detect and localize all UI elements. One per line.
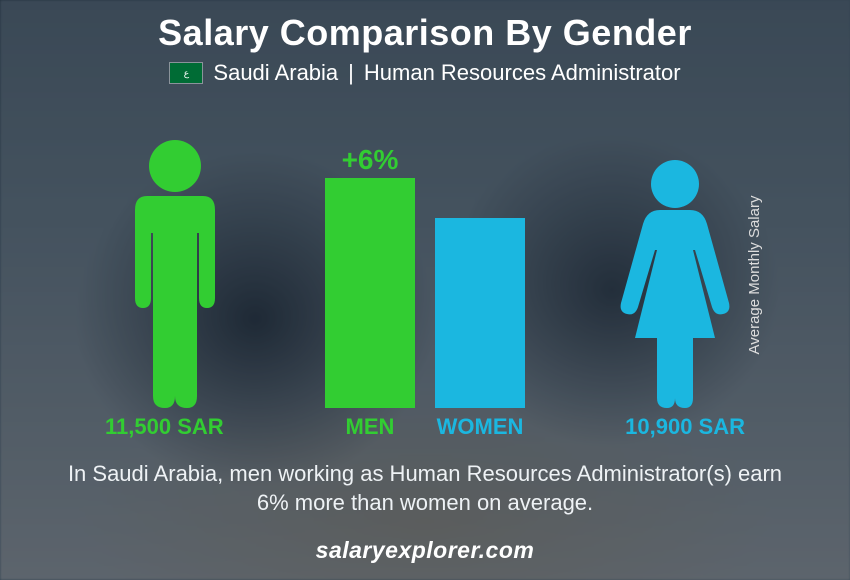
footer-source: salaryexplorer.com — [0, 537, 850, 564]
salary-label-female: 10,900 SAR — [625, 414, 745, 440]
page-title: Salary Comparison By Gender — [0, 0, 850, 54]
pct-label-male: +6% — [325, 144, 415, 176]
separator: | — [348, 60, 354, 86]
vertical-axis-label: Average Monthly Salary — [746, 196, 763, 355]
salary-label-male: 11,500 SAR — [105, 414, 224, 440]
content-layer: Salary Comparison By Gender ع Saudi Arab… — [0, 0, 850, 580]
chart-area: +6% MEN WOMEN 11,500 SAR 10,900 SAR Aver… — [0, 110, 850, 440]
flag-icon: ع — [169, 62, 203, 84]
flag-glyph: ع — [170, 63, 202, 83]
chart-inner: +6% MEN WOMEN 11,500 SAR 10,900 SAR — [105, 110, 745, 440]
male-person-icon — [105, 138, 245, 408]
gender-label-female: WOMEN — [435, 414, 525, 440]
infographic-canvas: Salary Comparison By Gender ع Saudi Arab… — [0, 0, 850, 580]
bar-female: WOMEN — [435, 218, 525, 408]
country-label: Saudi Arabia — [213, 60, 338, 86]
female-person-icon — [605, 158, 745, 408]
bar-male: +6% MEN — [325, 178, 415, 408]
job-label: Human Resources Administrator — [364, 60, 681, 86]
caption-text: In Saudi Arabia, men working as Human Re… — [60, 459, 790, 518]
gender-label-male: MEN — [325, 414, 415, 440]
subtitle-row: ع Saudi Arabia | Human Resources Adminis… — [0, 60, 850, 86]
